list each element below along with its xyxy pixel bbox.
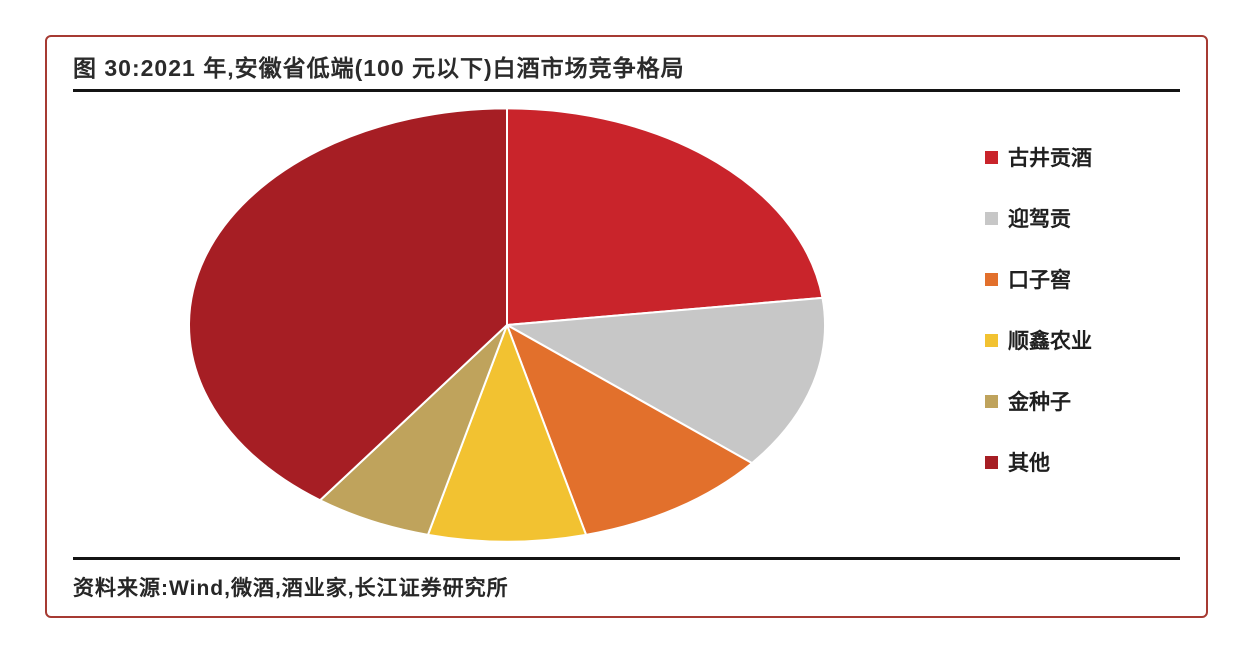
pie-slice-3 <box>426 322 588 543</box>
source-divider <box>73 557 1180 560</box>
pie-slice-5 <box>188 107 508 502</box>
figure-title: 图 30:2021 年,安徽省低端(100 元以下)白酒市场竞争格局 <box>73 55 685 81</box>
legend-label: 其他 <box>1008 452 1050 475</box>
pie-slice-1 <box>503 296 826 465</box>
legend-swatch <box>985 455 998 469</box>
legend-swatch <box>985 394 998 408</box>
legend-label: 口子窖 <box>1008 269 1071 292</box>
pie-slice-4 <box>318 324 508 537</box>
legend-label: 金种子 <box>1008 391 1071 414</box>
legend-swatch <box>985 333 998 347</box>
legend-item: 金种子 <box>985 388 1092 414</box>
title-divider <box>73 89 1180 92</box>
legend-label: 顺鑫农业 <box>1008 330 1092 353</box>
figure-footer: 资料来源:Wind,微酒,酒业家,长江证券研究所 <box>47 557 1206 616</box>
legend-item: 顺鑫农业 <box>985 327 1092 353</box>
legend: 古井贡酒迎驾贡口子窖顺鑫农业金种子其他 <box>985 144 1092 510</box>
figure-card: 图 30:2021 年,安徽省低端(100 元以下)白酒市场竞争格局 古井贡酒迎… <box>45 35 1208 618</box>
pie-chart <box>188 107 826 543</box>
pie-slice-2 <box>505 322 754 537</box>
figure-header: 图 30:2021 年,安徽省低端(100 元以下)白酒市场竞争格局 <box>47 37 1206 92</box>
legend-swatch <box>985 211 998 225</box>
legend-swatch <box>985 150 998 164</box>
pie-slice-0 <box>506 107 824 327</box>
legend-item: 古井贡酒 <box>985 144 1092 170</box>
chart-area: 古井贡酒迎驾贡口子窖顺鑫农业金种子其他 <box>47 92 1206 557</box>
legend-item: 迎驾贡 <box>985 205 1092 231</box>
source-text: 资料来源:Wind,微酒,酒业家,长江证券研究所 <box>73 577 509 600</box>
legend-item: 其他 <box>985 449 1092 475</box>
legend-label: 古井贡酒 <box>1008 147 1092 170</box>
legend-label: 迎驾贡 <box>1008 208 1071 231</box>
legend-item: 口子窖 <box>985 266 1092 292</box>
legend-swatch <box>985 272 998 286</box>
